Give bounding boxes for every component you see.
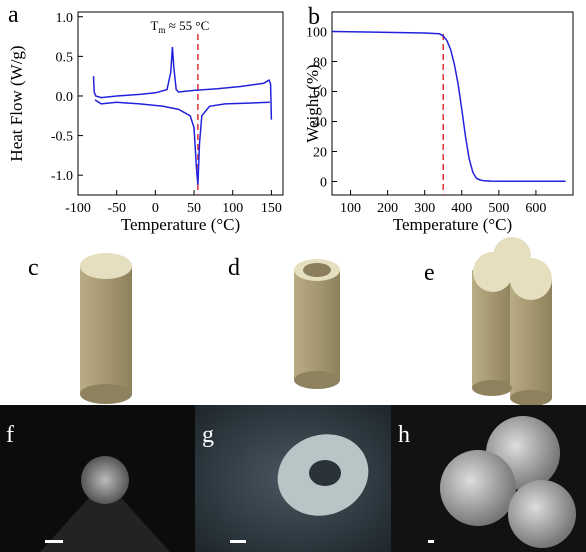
panel-label: a [8, 2, 19, 28]
x-tick-label: 150 [261, 201, 282, 216]
x-tick-label: 200 [377, 201, 398, 216]
render-trilobe [472, 237, 552, 406]
fiber-section [81, 456, 129, 504]
panel-label: f [6, 422, 14, 448]
panel-label: g [202, 422, 214, 448]
data-line [92, 46, 273, 120]
y-tick-label: 60 [313, 86, 327, 101]
y-axis-title: Heat Flow (W/g) [7, 45, 26, 161]
x-axis-title: Temperature (°C) [121, 215, 240, 234]
annotation-sub: m [158, 25, 165, 35]
data-line [331, 30, 566, 183]
plot-frame [331, 11, 574, 196]
x-tick-label: 300 [414, 201, 435, 216]
annotation-tail: ≈ 55 °C [166, 18, 210, 33]
x-tick-label: 400 [451, 201, 472, 216]
data-line [94, 99, 270, 185]
annotation-text: T [151, 18, 159, 33]
y-tick-label: -1.0 [51, 169, 73, 184]
y-tick-label: 20 [313, 146, 327, 161]
panel-label: b [308, 4, 320, 30]
x-axis-title: Temperature (°C) [393, 215, 512, 234]
panel-label: h [398, 422, 410, 448]
y-tick-label: 0 [320, 176, 327, 191]
y-tick-label: 0.5 [56, 50, 74, 65]
x-tick-label: -50 [107, 201, 126, 216]
y-tick-label: 0.0 [56, 90, 74, 105]
render-hollow [294, 259, 340, 389]
x-tick-label: 100 [222, 201, 243, 216]
x-tick-label: 50 [187, 201, 201, 216]
render-solid [80, 253, 132, 404]
y-tick-label: 80 [313, 56, 327, 71]
y-tick-label: 100 [306, 26, 327, 41]
x-tick-label: 600 [525, 201, 546, 216]
x-tick-label: 0 [152, 201, 159, 216]
y-tick-label: 1.0 [56, 11, 74, 26]
x-tick-label: -100 [65, 201, 91, 216]
panel-label: e [424, 260, 435, 286]
panel-label: d [228, 255, 240, 281]
panel-label: c [28, 255, 39, 281]
x-tick-label: 500 [488, 201, 509, 216]
y-tick-label: -0.5 [51, 130, 73, 145]
y-tick-label: 40 [313, 116, 327, 131]
y-axis-title: Weight (%) [303, 64, 322, 142]
x-tick-label: 100 [340, 201, 361, 216]
annotation: Tm ≈ 55 °C [151, 18, 210, 35]
plot-frame [77, 11, 284, 196]
